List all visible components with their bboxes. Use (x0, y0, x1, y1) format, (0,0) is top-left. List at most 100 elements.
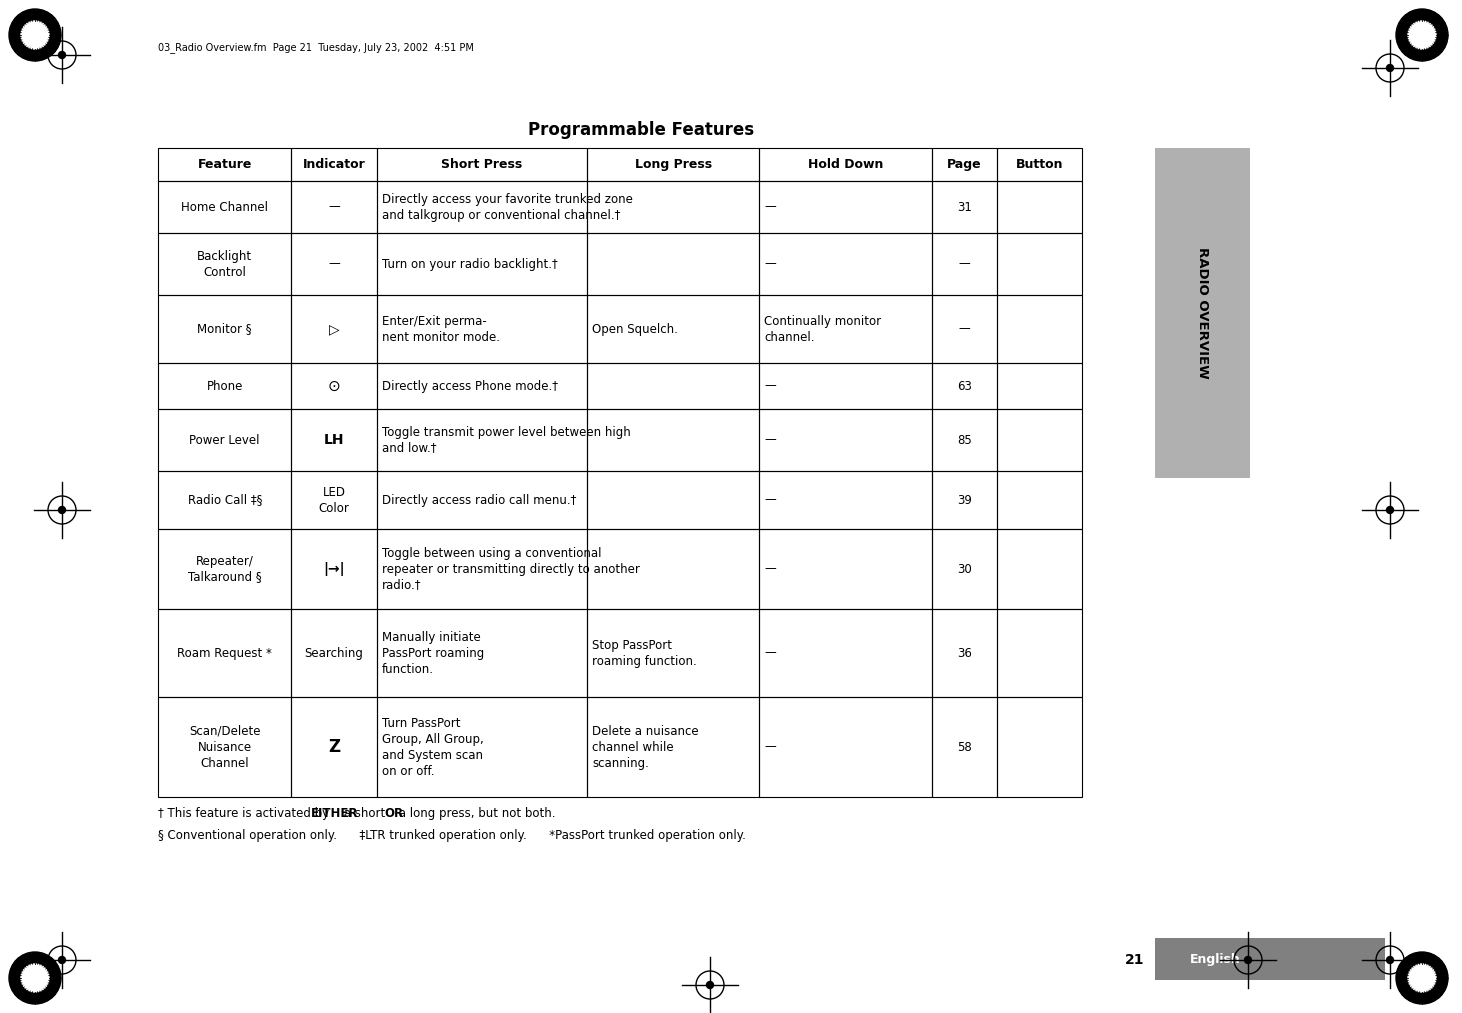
Text: 85: 85 (958, 434, 972, 447)
Bar (377, 148, 588, 181)
Bar (931, 409, 997, 471)
Bar (158, 148, 291, 181)
Text: Long Press: Long Press (635, 158, 712, 171)
Text: Backlight
Control: Backlight Control (197, 249, 253, 279)
Text: —: — (327, 201, 339, 214)
Text: Programmable Features: Programmable Features (528, 121, 754, 139)
Bar (931, 233, 997, 295)
Bar (291, 409, 377, 471)
Bar (931, 697, 997, 797)
Text: Stop PassPort
roaming function.: Stop PassPort roaming function. (592, 638, 697, 668)
Text: —: — (327, 257, 339, 270)
Circle shape (20, 21, 50, 49)
Bar (588, 295, 759, 363)
Text: Scan/Delete
Nuisance
Channel: Scan/Delete Nuisance Channel (189, 724, 260, 770)
Text: —: — (765, 741, 776, 754)
Text: 36: 36 (958, 646, 972, 659)
Bar (759, 471, 931, 529)
Bar (158, 471, 291, 529)
Bar (1155, 148, 1250, 478)
Bar (759, 409, 931, 471)
Text: 31: 31 (958, 201, 972, 214)
Bar (997, 295, 1082, 363)
Text: Delete a nuisance
channel while
scanning.: Delete a nuisance channel while scanning… (592, 724, 699, 770)
Text: |→|: |→| (323, 562, 345, 576)
Text: 21: 21 (1126, 953, 1145, 967)
Text: Indicator: Indicator (303, 158, 366, 171)
Text: LH: LH (323, 433, 344, 447)
Bar (291, 697, 377, 797)
Bar (759, 233, 931, 295)
Bar (158, 529, 291, 609)
Text: —: — (765, 257, 776, 270)
Text: Radio Call ‡§: Radio Call ‡§ (187, 493, 262, 506)
Circle shape (1396, 9, 1447, 61)
Bar (158, 409, 291, 471)
Text: —: — (765, 646, 776, 659)
Text: Directly access your favorite trunked zone
and talkgroup or conventional channel: Directly access your favorite trunked zo… (382, 192, 633, 222)
Bar (931, 148, 997, 181)
Text: ▷: ▷ (329, 322, 339, 336)
Bar (377, 363, 588, 409)
Circle shape (58, 506, 66, 514)
Text: Directly access Phone mode.†: Directly access Phone mode.† (382, 380, 557, 392)
Circle shape (706, 982, 713, 989)
Bar (291, 363, 377, 409)
Text: Turn PassPort
Group, All Group,
and System scan
on or off.: Turn PassPort Group, All Group, and Syst… (382, 716, 484, 778)
Circle shape (1396, 952, 1447, 1004)
Circle shape (1386, 65, 1393, 72)
Text: —: — (765, 434, 776, 447)
Bar (759, 363, 931, 409)
Text: —: — (959, 257, 971, 270)
Bar (997, 363, 1082, 409)
Text: Power Level: Power Level (190, 434, 260, 447)
Circle shape (20, 964, 50, 992)
Text: Open Squelch.: Open Squelch. (592, 322, 678, 335)
Text: Home Channel: Home Channel (181, 201, 268, 214)
Text: Phone: Phone (206, 380, 243, 392)
Bar (291, 233, 377, 295)
Bar (1155, 938, 1385, 980)
Text: Hold Down: Hold Down (808, 158, 883, 171)
Text: —: — (765, 201, 776, 214)
Text: 03_Radio Overview.fm  Page 21  Tuesday, July 23, 2002  4:51 PM: 03_Radio Overview.fm Page 21 Tuesday, Ju… (158, 43, 474, 54)
Bar (931, 363, 997, 409)
Text: 58: 58 (958, 741, 972, 754)
Bar (588, 529, 759, 609)
Text: Button: Button (1016, 158, 1064, 171)
Bar (997, 148, 1082, 181)
Bar (291, 471, 377, 529)
Circle shape (58, 956, 66, 963)
Text: 30: 30 (958, 562, 972, 575)
Text: a short: a short (341, 806, 389, 820)
Text: EITHER: EITHER (311, 806, 358, 820)
Bar (377, 529, 588, 609)
Bar (158, 295, 291, 363)
Circle shape (1386, 956, 1393, 963)
Bar (291, 181, 377, 233)
Bar (291, 148, 377, 181)
Text: a long press, but not both.: a long press, but not both. (395, 806, 556, 820)
Bar (291, 529, 377, 609)
Text: Page: Page (947, 158, 982, 171)
Circle shape (9, 952, 61, 1004)
Text: Toggle transmit power level between high
and low.†: Toggle transmit power level between high… (382, 425, 630, 455)
Bar (158, 609, 291, 697)
Bar (377, 697, 588, 797)
Bar (759, 181, 931, 233)
Bar (931, 529, 997, 609)
Bar (158, 363, 291, 409)
Bar (377, 471, 588, 529)
Bar (997, 609, 1082, 697)
Bar (588, 471, 759, 529)
Bar (588, 233, 759, 295)
Bar (377, 409, 588, 471)
Bar (759, 529, 931, 609)
Text: Feature: Feature (197, 158, 251, 171)
Text: 39: 39 (958, 493, 972, 506)
Circle shape (1244, 956, 1251, 963)
Bar (588, 363, 759, 409)
Bar (377, 233, 588, 295)
Bar (997, 529, 1082, 609)
Text: Roam Request *: Roam Request * (177, 646, 272, 659)
